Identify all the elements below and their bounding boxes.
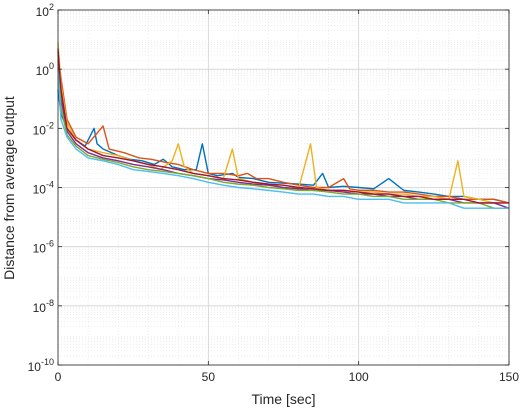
minor-grid — [58, 10, 509, 365]
y-tick-label: 102 — [36, 2, 54, 19]
y-tick-label: 100 — [36, 61, 54, 78]
series-line-6 — [57, 69, 509, 209]
x-axis-label: Time [sec] — [251, 391, 315, 407]
y-axis-label: Distance from average output — [1, 96, 17, 280]
x-tick-label: 150 — [499, 370, 519, 384]
y-tick-label: 10-10 — [28, 357, 54, 374]
series-line-2 — [57, 54, 510, 204]
x-tick-label: 50 — [202, 370, 216, 384]
x-axis: 0 50 100 150 — [55, 10, 519, 384]
x-tick-label: 100 — [349, 370, 369, 384]
series-line-7 — [57, 51, 509, 204]
x-tick-label: 0 — [55, 370, 62, 384]
series-layer — [57, 42, 510, 209]
y-tick-label: 10-4 — [33, 180, 54, 197]
y-tick-label: 10-8 — [33, 298, 54, 315]
y-axis: 10-10 10-8 10-6 10-4 10-2 100 102 — [28, 2, 509, 374]
y-tick-label: 10-2 — [33, 120, 54, 137]
y-tick-label: 10-6 — [33, 239, 54, 256]
series-line-5 — [57, 60, 509, 209]
